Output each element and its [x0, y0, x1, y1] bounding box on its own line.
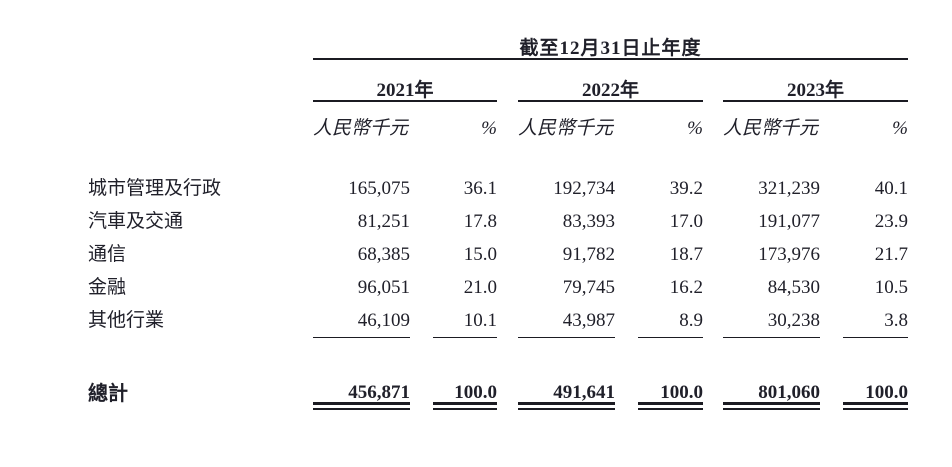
- double-rule: [518, 402, 615, 410]
- amount-cell: 84,530: [767, 277, 820, 298]
- percent-cell: 21.7: [874, 244, 908, 265]
- total-percent-cell: 100.0: [865, 382, 908, 403]
- unit-label-2023: 人民幣千元: [723, 118, 819, 139]
- year-header-row: 2021年 2022年 2023年: [88, 59, 908, 102]
- total-amount-cell: 491,641: [553, 382, 615, 403]
- double-rule: [843, 402, 908, 410]
- year-header-2022: 2022年: [518, 59, 703, 102]
- amount-cell: 81,251: [357, 211, 410, 232]
- subheader-row: 人民幣千元 % 人民幣千元 % 人民幣千元 %: [88, 101, 908, 138]
- amount-cell: 96,051: [357, 277, 410, 298]
- amount-cell: 68,385: [357, 244, 410, 265]
- table-row: 其他行業 46,109 10.1 43,987 8.9 30,238 3.8: [88, 304, 908, 338]
- table-row: 通信 68,385 15.0 91,782 18.7 173,976 21.7: [88, 238, 908, 271]
- percent-cell: 8.9: [638, 304, 703, 338]
- percent-cell: 10.1: [433, 304, 497, 338]
- row-label: 其他行業: [88, 310, 165, 332]
- period-header: 截至12月31日止年度: [313, 26, 908, 60]
- amount-cell: 165,075: [348, 178, 410, 199]
- double-rule: [313, 402, 410, 410]
- row-label: 汽車及交通: [88, 211, 184, 232]
- double-rule: [723, 402, 820, 410]
- amount-cell: 321,239: [758, 178, 820, 199]
- unit-label-2022: 人民幣千元: [518, 118, 614, 139]
- spacer: [88, 338, 908, 376]
- percent-cell: 16.2: [669, 277, 703, 298]
- percent-cell: 18.7: [669, 244, 703, 265]
- percent-cell: 21.0: [463, 277, 497, 298]
- percent-label-2023: %: [892, 118, 908, 139]
- total-amount-cell: 801,060: [758, 382, 820, 403]
- amount-cell: 30,238: [723, 304, 820, 338]
- total-amount-cell: 456,871: [348, 382, 410, 403]
- table-row: 汽車及交通 81,251 17.8 83,393 17.0 191,077 23…: [88, 205, 908, 238]
- amount-cell: 192,734: [553, 178, 615, 199]
- row-label: 城市管理及行政: [88, 178, 222, 199]
- year-header-2023: 2023年: [723, 59, 908, 102]
- percent-label-2022: %: [687, 118, 703, 139]
- percent-cell: 15.0: [463, 244, 497, 265]
- total-percent-cell: 100.0: [660, 382, 703, 403]
- percent-cell: 17.0: [669, 211, 703, 232]
- amount-cell: 83,393: [562, 211, 615, 232]
- table-row: 金融 96,051 21.0 79,745 16.2 84,530 10.5: [88, 271, 908, 304]
- percent-cell: 17.8: [463, 211, 497, 232]
- percent-cell: 39.2: [669, 178, 703, 199]
- amount-cell: 79,745: [562, 277, 615, 298]
- table-row: 城市管理及行政 165,075 36.1 192,734 39.2 321,23…: [88, 172, 908, 205]
- double-rule-row: [88, 402, 908, 410]
- percent-cell: 23.9: [874, 211, 908, 232]
- amount-cell: 91,782: [562, 244, 615, 265]
- year-header-2021: 2021年: [313, 59, 497, 102]
- percent-cell: 10.5: [874, 277, 908, 298]
- percent-cell: 40.1: [874, 178, 908, 199]
- amount-cell: 43,987: [518, 304, 615, 338]
- double-rule: [433, 402, 497, 410]
- spacer: [88, 138, 908, 172]
- row-label: 金融: [88, 277, 127, 298]
- total-label: 總計: [88, 382, 128, 405]
- double-rule: [638, 402, 703, 410]
- percent-cell: 36.1: [463, 178, 497, 199]
- amount-cell: 191,077: [758, 211, 820, 232]
- document-page: { "table": { "period_header": "截至12月31日止…: [0, 26, 952, 467]
- unit-label-2021: 人民幣千元: [313, 118, 409, 139]
- amount-cell: 173,976: [758, 244, 820, 265]
- period-header-row: 截至12月31日止年度: [88, 26, 908, 60]
- row-label: 通信: [88, 244, 127, 265]
- percent-cell: 3.8: [843, 304, 908, 338]
- percent-label-2021: %: [481, 118, 497, 139]
- amount-cell: 46,109: [313, 304, 410, 338]
- revenue-by-industry-table: 截至12月31日止年度 2021年 2022年 2023年 人民幣千元 % 人民…: [88, 26, 908, 410]
- total-percent-cell: 100.0: [454, 382, 497, 403]
- total-row: 總計 456,871 100.0 491,641 100.0 801,060 1…: [88, 375, 908, 404]
